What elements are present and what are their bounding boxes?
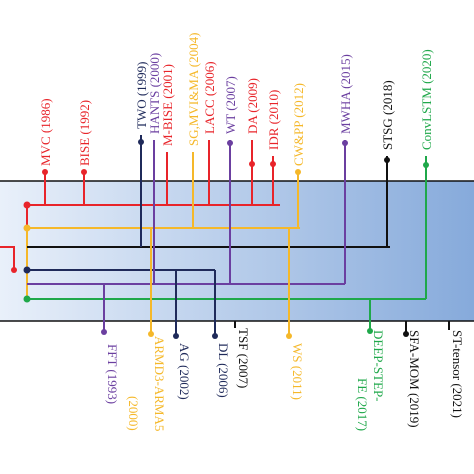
node-deep — [367, 328, 373, 334]
node-wt — [227, 140, 233, 146]
event-labels: MVC (1986) BISE (1992) TWO (1999)HANTS (20… — [38, 33, 465, 432]
label-hants: HANTS (2000) — [147, 53, 162, 134]
label-tsf: TSF (2007) — [236, 328, 251, 388]
label-sfamom: SFA-MOM (2019) — [407, 330, 422, 428]
node-ag — [173, 333, 179, 339]
node-dl — [212, 333, 218, 339]
label-dl: DL (2006) — [216, 343, 231, 398]
label-idr: IDR (2010) — [266, 90, 281, 150]
label-mbise: M-BISE (2001) — [160, 64, 175, 146]
node-da — [249, 161, 255, 167]
label-deep: DEEP-STEP- — [371, 330, 386, 402]
node-stsg — [384, 157, 390, 163]
node-bise — [81, 169, 87, 175]
node-mvc — [42, 169, 48, 175]
label-cwpp: CW&PP (2012) — [291, 83, 306, 166]
node-two — [138, 139, 144, 145]
label-mvc: MVC (1986) — [38, 98, 53, 166]
node-cwpp — [295, 169, 301, 175]
label-bise: BISE (1992) — [77, 100, 92, 166]
node-mwha — [342, 140, 348, 146]
node-ws — [286, 333, 292, 339]
node-red — [23, 201, 31, 209]
node-navy — [23, 266, 31, 274]
label-da: DA (2009) — [245, 78, 260, 134]
label-sgmvi: SG,MVI&MA (2004) — [186, 33, 201, 146]
label-mwha: MWHA (2015) — [338, 54, 353, 134]
node-armd3 — [148, 331, 154, 337]
label-convlstm: ConvLSTM (2020) — [419, 49, 434, 150]
label-stsg: STSG (2018) — [380, 80, 395, 150]
node-idr — [270, 161, 276, 167]
node-green — [23, 295, 31, 303]
node-root — [11, 267, 17, 273]
label-lacc: LACC (2006) — [202, 61, 217, 134]
node-orange — [23, 224, 31, 232]
label-deep2: FE (2017) — [355, 378, 370, 431]
label-ws: WS (2011) — [290, 343, 305, 400]
root-bracket — [0, 246, 15, 270]
label-wt: WT (2007) — [223, 76, 238, 134]
node-fft — [101, 329, 107, 335]
label-armd3_year: (2000) — [126, 396, 141, 431]
node-convlstm — [423, 162, 429, 168]
label-sttensor: ST-tensor (2021) — [450, 330, 465, 418]
node-sfamom — [403, 331, 409, 337]
label-fft: FFT (1993) — [105, 344, 120, 404]
label-two: TWO (1999) — [134, 61, 149, 129]
connector-stems — [42, 135, 450, 339]
label-armd3: ARMD3-ARMA5 — [152, 336, 167, 431]
label-ag: AG (2002) — [177, 343, 192, 400]
